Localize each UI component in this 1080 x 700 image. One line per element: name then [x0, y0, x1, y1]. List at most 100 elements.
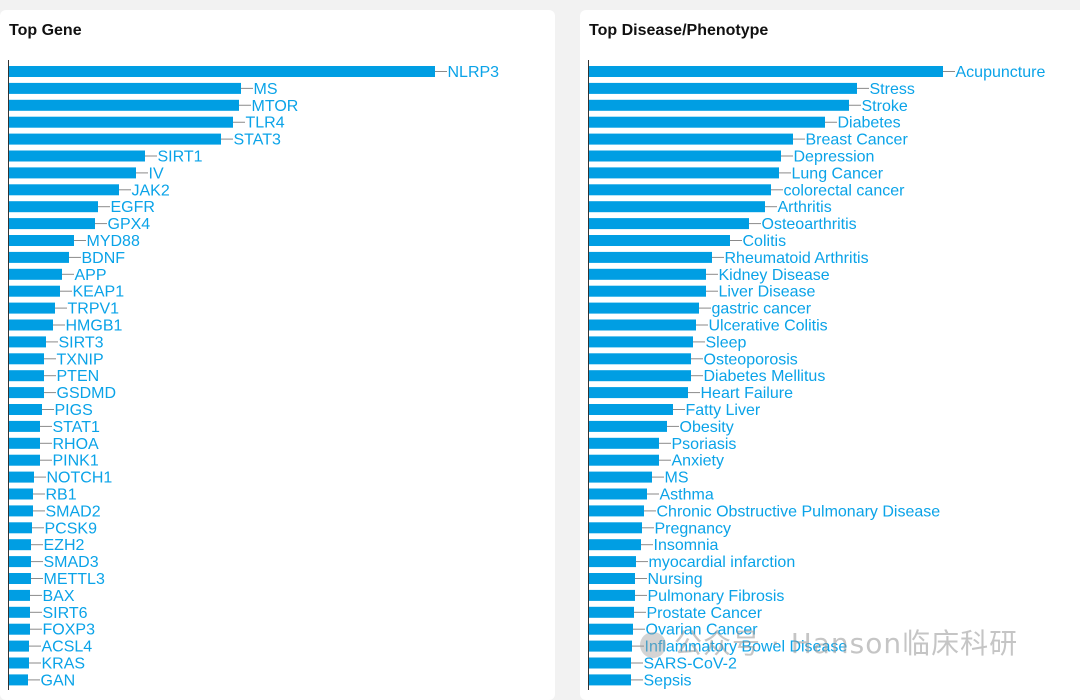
gene-bar-label: PCSK9	[45, 520, 98, 537]
gene-bar	[9, 471, 34, 483]
disease-bar-label: Stress	[870, 81, 915, 98]
disease-bar-label: Nursing	[648, 571, 703, 588]
disease-bar-label: Osteoarthritis	[762, 216, 857, 233]
gene-bar	[9, 353, 44, 365]
disease-bar-label: Heart Failure	[701, 385, 794, 402]
gene-bar-label: NLRP3	[448, 64, 500, 81]
disease-bar-label: gastric cancer	[712, 301, 812, 318]
disease-bar	[589, 285, 706, 297]
gene-bar-label: KRAS	[42, 656, 86, 673]
disease-bar	[589, 184, 771, 196]
disease-bar-label: Chronic Obstructive Pulmonary Disease	[657, 503, 941, 520]
disease-bar	[589, 66, 943, 77]
disease-bar-label: Colitis	[743, 233, 787, 250]
gene-bar	[9, 640, 29, 652]
disease-bar-label: MS	[665, 470, 689, 487]
disease-bar-label: Liver Disease	[719, 284, 816, 301]
gene-bar-label: GPX4	[108, 216, 151, 233]
disease-bar	[589, 437, 659, 449]
gene-bar-label: NOTCH1	[47, 470, 113, 487]
gene-chart-title: Top Gene	[9, 22, 82, 39]
gene-bar	[9, 66, 435, 77]
wechat-icon	[640, 632, 666, 658]
gene-bar-label: PIGS	[55, 402, 93, 419]
gene-bar-label: TXNIP	[57, 351, 104, 368]
disease-bar-label: Diabetes	[838, 115, 901, 132]
disease-bar	[589, 657, 631, 669]
gene-bar	[9, 133, 221, 145]
disease-bar-label: Ovarian Cancer	[646, 622, 759, 639]
gene-bar	[9, 606, 30, 618]
gene-bar-label: IV	[149, 165, 164, 182]
disease-bar-label: Arthritis	[778, 199, 832, 216]
disease-bar	[589, 99, 849, 111]
disease-bar-label: Anxiety	[672, 453, 724, 470]
gene-bar	[9, 251, 69, 263]
disease-chart-panel: Top Disease/Phenotype Acupuncture Stress S…	[580, 10, 1080, 700]
gene-bar-label: EGFR	[111, 199, 155, 216]
disease-bar	[589, 556, 636, 568]
gene-bar-label: SIRT1	[158, 149, 203, 166]
gene-bar	[9, 82, 241, 94]
disease-bar	[589, 302, 699, 314]
disease-bar-label: Insomnia	[654, 537, 719, 554]
gene-bar-label: STAT1	[53, 419, 101, 436]
gene-bar	[9, 336, 46, 348]
gene-bar-label: KEAP1	[73, 284, 125, 301]
disease-bar	[589, 454, 659, 466]
gene-bar	[9, 218, 95, 230]
disease-bar	[589, 623, 633, 635]
gene-bar	[9, 116, 233, 128]
disease-bar	[589, 133, 793, 145]
gene-bar	[9, 589, 30, 601]
gene-bar-label: RB1	[46, 487, 77, 504]
disease-chart-title: Top Disease/Phenotype	[589, 22, 769, 39]
disease-bar-label: Psoriasis	[672, 436, 737, 453]
gene-bar-label: METTL3	[44, 571, 105, 588]
disease-bar-label: SARS-CoV-2	[644, 656, 737, 673]
gene-bar-label: BDNF	[82, 250, 126, 267]
disease-bar-label: Pregnancy	[655, 520, 732, 537]
disease-bar-label: Dementia	[642, 689, 711, 690]
gene-bar	[9, 674, 28, 686]
disease-bar	[589, 319, 696, 331]
gene-bar	[9, 268, 62, 280]
gene-bar-label: MS	[254, 81, 278, 98]
gene-bar	[9, 167, 136, 179]
disease-bar-label: Lung Cancer	[792, 165, 884, 182]
disease-bar-label: myocardial infarction	[649, 554, 796, 571]
disease-bar-label: Depression	[794, 149, 875, 166]
disease-bar	[589, 404, 673, 415]
disease-bar	[589, 201, 765, 213]
disease-bar	[589, 387, 688, 399]
disease-bar	[589, 589, 635, 601]
disease-bar	[589, 82, 857, 94]
gene-bar	[9, 184, 119, 196]
gene-bar	[9, 454, 40, 466]
gene-bar	[9, 319, 53, 331]
gene-bar-label: FOXP3	[43, 622, 96, 639]
gene-bar	[9, 285, 60, 297]
disease-bar-label: Sepsis	[644, 672, 692, 689]
disease-bar	[589, 573, 635, 584]
disease-bar-label: Pulmonary Fibrosis	[648, 588, 785, 605]
disease-bar	[589, 606, 634, 618]
gene-bar	[9, 302, 55, 314]
disease-bar	[589, 488, 647, 500]
gene-bar	[9, 235, 74, 246]
disease-bar-label: Breast Cancer	[806, 132, 909, 149]
disease-bar	[589, 640, 632, 652]
gene-bar-label: SMAD3	[44, 554, 99, 571]
disease-bar	[589, 522, 642, 534]
gene-bar-label: GSDMD	[57, 385, 117, 402]
disease-bar	[589, 167, 779, 179]
gene-bar	[9, 488, 33, 500]
gene-bar	[9, 437, 40, 449]
disease-bar-label: Rheumatoid Arthritis	[725, 250, 869, 267]
gene-bar-label: ACSL4	[42, 639, 93, 656]
disease-bar-label: Stroke	[862, 98, 908, 115]
disease-bar	[589, 218, 749, 230]
disease-bar	[589, 471, 652, 483]
gene-bar	[9, 657, 29, 669]
